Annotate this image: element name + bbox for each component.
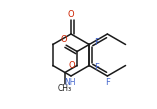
Text: O: O — [61, 35, 68, 44]
Text: O: O — [68, 10, 74, 19]
Text: F: F — [94, 38, 99, 47]
Text: F: F — [105, 78, 110, 87]
Text: NH: NH — [64, 77, 76, 87]
Text: O: O — [69, 61, 75, 70]
Text: CH₃: CH₃ — [58, 84, 72, 93]
Text: F: F — [94, 63, 99, 72]
